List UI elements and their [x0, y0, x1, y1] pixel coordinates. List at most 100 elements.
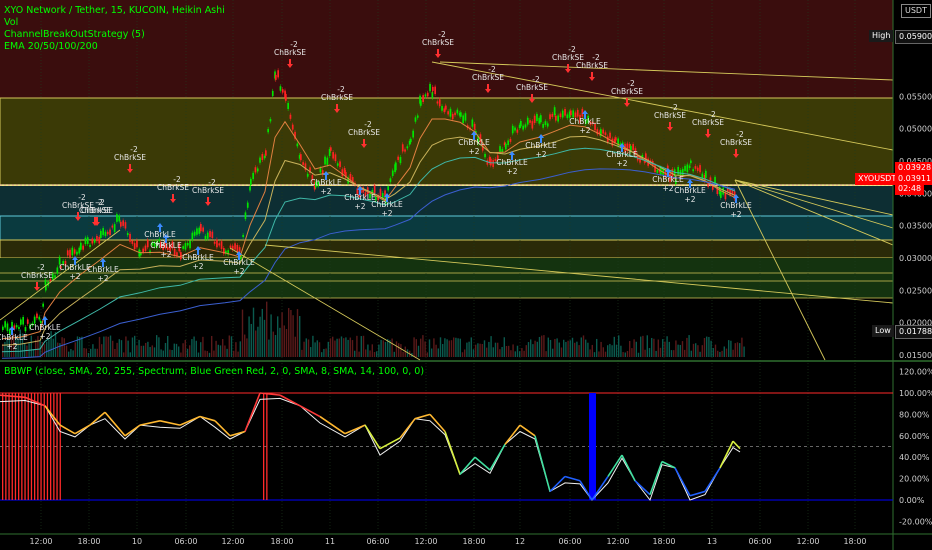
candle-body	[339, 161, 341, 168]
bbwp-line-segment	[44, 405, 61, 426]
bar-countdown: 02:48	[895, 183, 925, 195]
candle-body	[86, 237, 89, 244]
volume-bar	[681, 341, 684, 357]
volume-bar	[563, 339, 565, 357]
volume-bar	[114, 348, 116, 357]
signal-short-qty: -2	[37, 263, 45, 272]
candle-body	[242, 234, 244, 238]
volume-bar	[19, 329, 21, 357]
time-axis-tick: 18:00	[652, 537, 675, 546]
bbwp-extreme-bar	[27, 393, 29, 500]
candle-body	[49, 279, 52, 282]
signal-short-qty: -2	[532, 75, 540, 84]
candle-body	[256, 168, 259, 172]
signal-long-label: ChBrkLE	[223, 258, 255, 267]
candle-body	[606, 136, 609, 143]
symbol-title[interactable]: XYO Network / Tether, 15, KUCOIN, Heikin…	[4, 5, 225, 16]
bbwp-legend[interactable]: BBWP (close, SMA, 20, 255, Spectrum, Blu…	[4, 366, 425, 377]
volume-bar	[279, 327, 281, 357]
candle-body	[686, 164, 689, 173]
candle-body	[641, 155, 644, 159]
volume-bar	[197, 352, 200, 357]
volume-bar	[494, 342, 497, 357]
volume-legend[interactable]: Vol	[4, 17, 19, 28]
buy-arrow-icon	[619, 143, 625, 152]
candle-body	[529, 120, 531, 123]
candle-body	[26, 319, 29, 324]
signal-short-qty: -2	[708, 110, 716, 119]
price-axis-tick: 0.01500	[899, 351, 932, 360]
signal-short-qty: -2	[736, 130, 744, 139]
volume-bar	[211, 335, 213, 357]
volume-bar	[28, 342, 30, 357]
signal-short-qty: -2	[130, 145, 138, 154]
candle-body	[180, 252, 182, 260]
volume-bar	[600, 341, 602, 357]
volume-bar	[358, 351, 360, 357]
bbwp-extreme-bar	[24, 393, 26, 500]
bbwp-line-segment	[474, 456, 491, 471]
trend-line	[734, 179, 894, 246]
candle-body	[694, 166, 697, 169]
signal-long-qty: +2	[192, 262, 203, 271]
candle-body	[324, 156, 326, 165]
candle-body	[200, 223, 202, 232]
time-axis-tick: 12:00	[796, 537, 819, 546]
candle-body	[250, 178, 252, 186]
volume-bar	[237, 351, 239, 357]
high-label: High	[869, 30, 894, 42]
candle-body	[18, 326, 20, 329]
volume-bar	[103, 336, 105, 357]
candle-body	[553, 107, 556, 116]
currency-badge[interactable]: USDT	[901, 4, 931, 18]
candle-body	[120, 221, 122, 227]
bbwp-line-segment	[564, 475, 581, 482]
price-axis-tick: 0.05000	[899, 125, 932, 134]
signal-short-label: ChBrkSE	[692, 118, 724, 127]
price-axis-tick: 0.02000	[899, 319, 932, 328]
sell-arrow-icon	[485, 84, 491, 93]
sell-arrow-icon	[529, 94, 535, 103]
volume-bar	[83, 348, 85, 357]
bbwp-extreme-bar	[14, 393, 17, 500]
volume-bar	[406, 349, 409, 357]
volume-bar	[329, 338, 332, 357]
signal-short-label: ChBrkSE	[321, 93, 353, 102]
volume-bar	[316, 340, 318, 357]
candle-body	[531, 121, 534, 129]
volume-bar	[569, 340, 571, 357]
volume-bar	[59, 343, 61, 357]
sell-arrow-icon	[435, 49, 441, 58]
sell-arrow-icon	[205, 197, 211, 206]
volume-bar	[10, 335, 13, 357]
volume-bar	[527, 342, 530, 357]
candle-body	[699, 165, 701, 173]
volume-bar	[35, 339, 37, 357]
volume-bar	[327, 341, 329, 357]
volume-bar	[261, 308, 263, 357]
volume-bar	[499, 349, 501, 357]
sell-arrow-icon	[75, 212, 81, 221]
volume-bar	[52, 338, 54, 357]
volume-bar	[512, 344, 514, 357]
candle-body	[726, 187, 729, 192]
candle-body	[29, 324, 31, 329]
volume-bar	[576, 341, 578, 357]
buy-arrow-icon	[665, 168, 671, 177]
candle-body	[13, 325, 16, 330]
candle-body	[6, 323, 9, 331]
volume-bar	[283, 325, 285, 357]
volume-bar	[4, 341, 6, 357]
volume-bar	[477, 343, 479, 357]
ema-legend[interactable]: EMA 20/50/100/200	[4, 41, 98, 52]
volume-bar	[734, 343, 736, 357]
bbwp-line-segment	[379, 437, 401, 450]
strategy-legend[interactable]: ChannelBreakOutStrategy (5)	[4, 29, 145, 40]
volume-bar	[178, 346, 180, 357]
bbwp-axis-tick: 100.00%	[899, 389, 932, 398]
trend-line	[734, 179, 826, 361]
volume-bar	[435, 344, 437, 357]
signal-long-label: ChBrkLE	[458, 138, 490, 147]
bbwp-line-segment	[124, 424, 141, 437]
